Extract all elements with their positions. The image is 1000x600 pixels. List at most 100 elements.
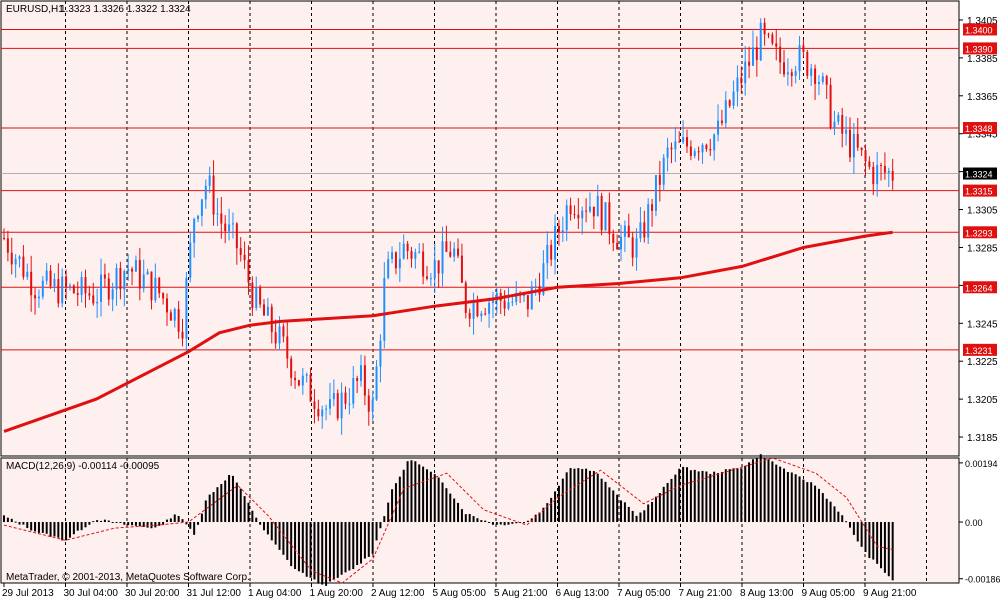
macd-histogram-bar xyxy=(402,469,405,523)
candle-body xyxy=(526,295,529,310)
macd-histogram-bar xyxy=(526,520,529,523)
macd-histogram-bar xyxy=(422,466,425,523)
macd-histogram-bar xyxy=(10,518,13,523)
macd-histogram-bar xyxy=(263,522,266,531)
x-tick-label: 8 Aug 13:00 xyxy=(740,588,794,599)
candle-body xyxy=(872,166,875,185)
macd-histogram-bar xyxy=(228,475,231,523)
macd-histogram-bar xyxy=(216,487,219,523)
candle-body xyxy=(480,313,483,317)
candle-body xyxy=(88,293,91,296)
chart-header-ohlc: 1.3323 1.3326 1.3322 1.3324 xyxy=(60,4,191,15)
macd-histogram-bar xyxy=(833,506,836,523)
candle-body xyxy=(856,133,859,148)
macd-histogram-bar xyxy=(239,488,242,523)
candle-body xyxy=(212,175,215,215)
candle-body xyxy=(162,293,165,299)
level-price-label: 1.3315 xyxy=(965,187,993,197)
candle-body xyxy=(103,274,106,279)
macd-histogram-bar xyxy=(414,461,417,523)
macd-histogram-bar xyxy=(685,467,688,523)
candle-body xyxy=(239,248,242,255)
candle-body xyxy=(216,213,219,215)
candle-body xyxy=(243,254,246,261)
macd-histogram-bar xyxy=(507,522,510,525)
candle-body xyxy=(523,295,526,297)
macd-histogram-bar xyxy=(771,461,774,523)
level-price-tag xyxy=(963,226,997,239)
x-tick-label: 9 Aug 05:00 xyxy=(802,588,856,599)
candle-body xyxy=(425,276,428,279)
macd-histogram-bar xyxy=(92,521,95,523)
candle-body xyxy=(317,408,320,417)
candle-body xyxy=(313,401,316,409)
candle-body xyxy=(643,222,646,238)
macd-histogram-bar xyxy=(37,522,40,533)
candle-body xyxy=(685,137,688,147)
candle-body xyxy=(111,289,114,300)
macd-histogram-bar xyxy=(325,522,328,586)
macd-histogram-bar xyxy=(872,522,875,560)
candle-body xyxy=(651,204,654,211)
level-price-label: 1.3390 xyxy=(965,44,993,54)
candle-body xyxy=(422,251,425,277)
macd-histogram-bar xyxy=(429,471,432,523)
candle-body xyxy=(744,61,747,84)
candle-body xyxy=(821,76,824,82)
macd-histogram-bar xyxy=(18,522,21,525)
candle-body xyxy=(410,251,413,259)
macd-histogram-bar xyxy=(670,478,673,523)
macd-histogram-bar xyxy=(697,471,700,523)
candle-body xyxy=(247,260,250,283)
candle-body xyxy=(375,366,378,400)
level-price-label: 1.3293 xyxy=(965,228,993,238)
macd-histogram-bar xyxy=(503,522,506,526)
candle-body xyxy=(460,255,463,283)
macd-histogram-bar xyxy=(433,474,436,523)
candle-body xyxy=(14,258,17,265)
x-tick-label: 31 Jul 12:00 xyxy=(187,588,242,599)
candle-body xyxy=(833,121,836,128)
candle-body xyxy=(255,287,258,308)
candle-body xyxy=(887,170,890,173)
candle-body xyxy=(476,301,479,317)
macd-histogram-bar xyxy=(410,460,413,523)
macd-y-tick-label: 0.00 xyxy=(965,518,983,528)
macd-histogram-bar xyxy=(464,514,467,523)
macd-histogram-bar xyxy=(181,519,184,523)
candle-body xyxy=(356,378,359,381)
macd-histogram-bar xyxy=(131,522,134,526)
macd-histogram-bar xyxy=(363,522,366,559)
macd-histogram-bar xyxy=(689,470,692,523)
macd-histogram-bar xyxy=(57,522,60,538)
macd-histogram-bar xyxy=(705,471,708,523)
level-price-label: 1.3264 xyxy=(965,283,993,293)
candle-body xyxy=(340,392,343,419)
candle-body xyxy=(165,298,168,313)
candle-body xyxy=(321,409,324,417)
macd-histogram-bar xyxy=(138,522,141,527)
candle-body xyxy=(263,304,266,316)
macd-histogram-bar xyxy=(301,522,304,573)
macd-histogram-bar xyxy=(806,482,809,523)
macd-histogram-bar xyxy=(103,519,106,523)
candle-body xyxy=(282,326,285,337)
candle-body xyxy=(771,34,774,44)
macd-histogram-bar xyxy=(794,474,797,523)
candle-body xyxy=(534,286,537,288)
macd-histogram-bar xyxy=(200,513,203,523)
macd-histogram-bar xyxy=(309,522,312,578)
macd-histogram-bar xyxy=(119,522,122,524)
copyright-text: MetaTrader, © 2001-2013, MetaQuotes Soft… xyxy=(6,572,250,583)
candle-body xyxy=(689,146,692,156)
candle-body xyxy=(845,129,848,134)
candle-body xyxy=(235,223,238,249)
candle-body xyxy=(794,71,797,76)
candle-body xyxy=(825,76,828,85)
candle-body xyxy=(530,286,533,310)
macd-histogram-bar xyxy=(480,520,483,523)
candle-body xyxy=(449,251,452,257)
macd-histogram-bar xyxy=(775,464,778,523)
macd-histogram-bar xyxy=(864,522,867,552)
